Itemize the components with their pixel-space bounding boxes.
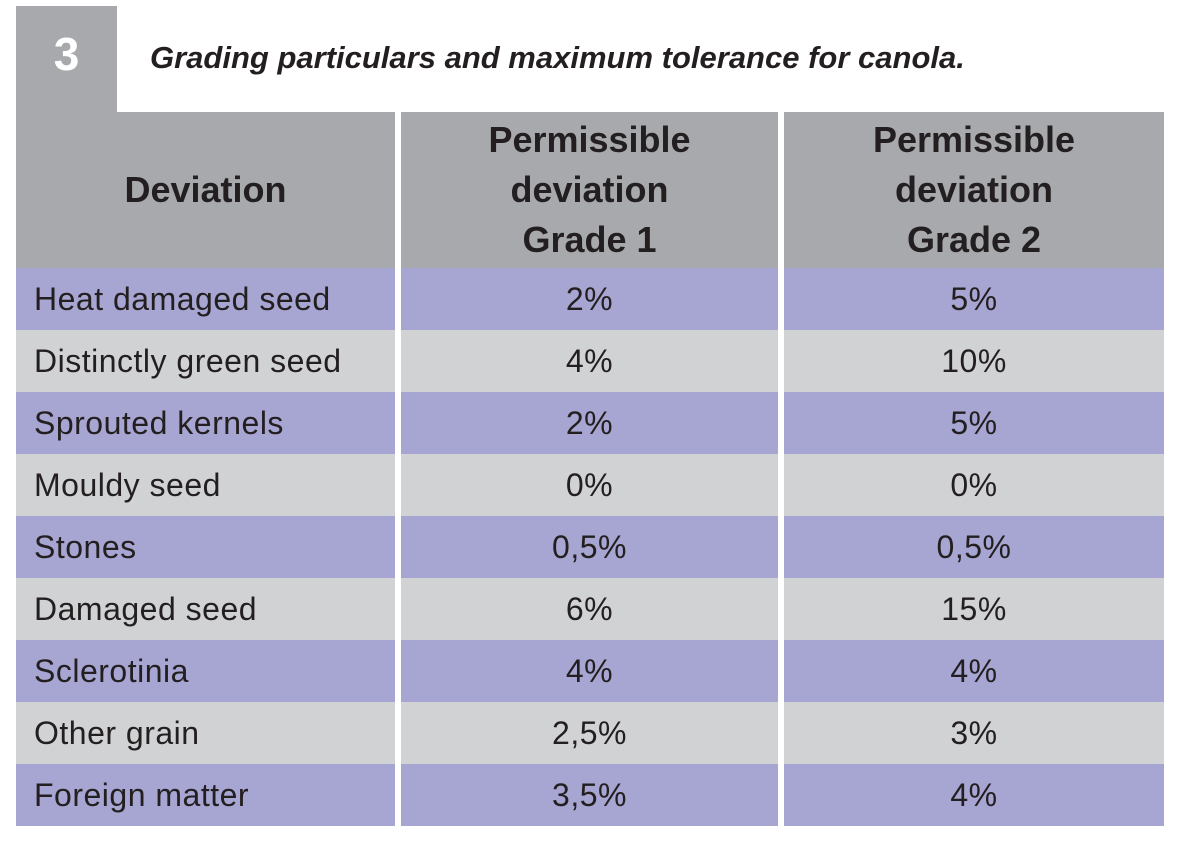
grade1-cell: 3,5% — [395, 764, 781, 826]
deviation-cell: Foreign matter — [16, 764, 398, 826]
grade2-cell: 3% — [778, 702, 1164, 764]
grade1-cell: 2% — [395, 392, 781, 454]
grade2-cell: 0% — [778, 454, 1164, 516]
table-row: Sprouted kernels 2% 5% — [16, 392, 1164, 454]
deviation-cell: Sprouted kernels — [16, 392, 398, 454]
grade2-cell: 15% — [778, 578, 1164, 640]
table-row: Sclerotinia 4% 4% — [16, 640, 1164, 702]
header-grade-1: Permissible deviation Grade 1 — [395, 112, 781, 268]
header-deviation: Deviation — [16, 112, 398, 268]
grade1-cell: 6% — [395, 578, 781, 640]
grade2-cell: 4% — [778, 764, 1164, 826]
grade2-cell: 10% — [778, 330, 1164, 392]
deviation-cell: Heat damaged seed — [16, 268, 398, 330]
header-grade-2: Permissible deviation Grade 2 — [778, 112, 1164, 268]
grade1-cell: 4% — [395, 330, 781, 392]
deviation-cell: Other grain — [16, 702, 398, 764]
table-row: Other grain 2,5% 3% — [16, 702, 1164, 764]
table-row: Heat damaged seed 2% 5% — [16, 268, 1164, 330]
table-row: Stones 0,5% 0,5% — [16, 516, 1164, 578]
grade1-cell: 2% — [395, 268, 781, 330]
table-row: Distinctly green seed 4% 10% — [16, 330, 1164, 392]
grade1-cell: 4% — [395, 640, 781, 702]
header-row: Deviation Permissible deviation Grade 1 … — [16, 112, 1164, 268]
grade2-cell: 5% — [778, 392, 1164, 454]
grade2-cell: 0,5% — [778, 516, 1164, 578]
grade2-cell: 4% — [778, 640, 1164, 702]
grade1-cell: 2,5% — [395, 702, 781, 764]
table-caption: Grading particulars and maximum toleranc… — [150, 40, 965, 75]
deviation-cell: Sclerotinia — [16, 640, 398, 702]
table-row: Mouldy seed 0% 0% — [16, 454, 1164, 516]
grade1-cell: 0% — [395, 454, 781, 516]
grade2-cell: 5% — [778, 268, 1164, 330]
deviation-cell: Stones — [16, 516, 398, 578]
table-row: Damaged seed 6% 15% — [16, 578, 1164, 640]
grading-table: Deviation Permissible deviation Grade 1 … — [16, 112, 1164, 826]
table-number: 3 — [53, 28, 80, 80]
deviation-cell: Mouldy seed — [16, 454, 398, 516]
deviation-cell: Damaged seed — [16, 578, 398, 640]
grade1-cell: 0,5% — [395, 516, 781, 578]
table-row: Foreign matter 3,5% 4% — [16, 764, 1164, 826]
deviation-cell: Distinctly green seed — [16, 330, 398, 392]
table-number-badge: 3 — [16, 6, 117, 112]
